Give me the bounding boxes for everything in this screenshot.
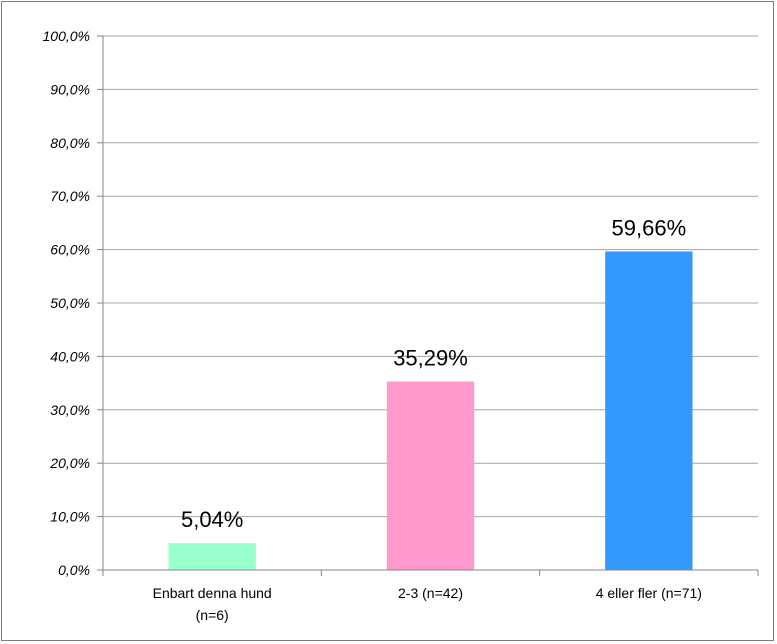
bar — [168, 543, 256, 570]
x-tick-label: Enbart denna hund — [153, 585, 272, 601]
data-label: 59,66% — [612, 215, 687, 240]
x-tick-label: 2-3 (n=42) — [398, 585, 463, 601]
y-tick-label: 20,0% — [49, 455, 90, 471]
y-tick-label: 40,0% — [50, 348, 90, 364]
bar — [605, 251, 693, 571]
data-label: 5,04% — [181, 507, 243, 532]
bar — [386, 381, 475, 570]
y-tick-label: 70,0% — [50, 188, 90, 204]
data-label: 35,29% — [393, 346, 468, 371]
x-tick-label: 4 eller fler (n=71) — [596, 585, 702, 601]
y-tick-label: 100,0% — [43, 28, 90, 44]
y-tick-label: 30,0% — [50, 402, 90, 418]
x-tick-label: (n=6) — [196, 607, 229, 623]
y-tick-label: 50,0% — [50, 295, 90, 311]
y-tick-label: 10,0% — [50, 509, 90, 525]
y-tick-label: 90,0% — [50, 81, 90, 97]
y-tick-label: 0,0% — [58, 562, 90, 578]
y-tick-label: 80,0% — [50, 135, 90, 151]
y-tick-label: 60,0% — [50, 242, 90, 258]
